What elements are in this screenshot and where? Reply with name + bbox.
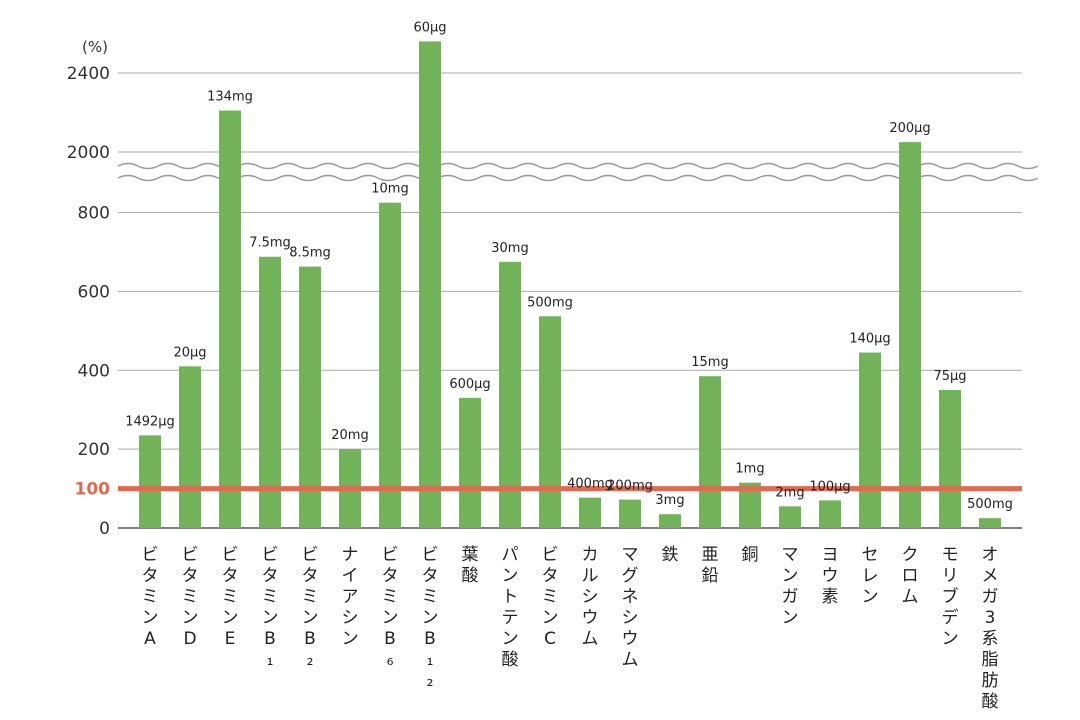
data-label: 100μg [809,479,850,494]
bar [579,497,601,528]
data-label: 2mg [775,485,804,500]
bars [139,41,1001,529]
category-label: ビタミン D [182,545,199,649]
bar [619,499,641,528]
data-label: 60μg [413,20,446,35]
y-tick-label: 0 [99,519,110,539]
data-label: 200μg [889,121,930,136]
bar [979,518,1001,528]
category-label: 葉酸 [462,545,479,586]
bar [779,506,801,528]
data-label: 15mg [691,355,728,370]
reference-line-group: 100 [75,480,1022,500]
data-label: 10mg [371,182,408,197]
axis-break-mark [117,162,1039,182]
category-label: クロム [902,545,919,607]
bar [699,376,721,528]
category-label: ビタミン B ₆ [382,545,399,670]
data-label: 400mg [567,477,613,492]
category-label: カルシウム [582,545,599,649]
category-label: ビタミン B ₂ [302,545,319,670]
y-tick-label: 600 [78,282,110,302]
category-label: 鉄 [662,545,679,565]
data-label: 200mg [607,479,653,494]
bar [499,261,521,528]
break-wave-top [117,162,1039,170]
category-label: ナイアシン [342,545,359,649]
bar [179,366,201,528]
bar [379,202,401,528]
data-label: 1mg [735,462,764,477]
category-label: ビタミン C [542,545,559,649]
bar [819,500,841,528]
y-tick-label: 2400 [67,64,110,84]
category-labels: ビタミン A ビタミン D ビタミン E ビタミン B ₁ ビタミン B ₂ ナイアシン ビタミン B ₆ ビタ… [142,545,999,712]
data-label: 600μg [449,377,490,392]
data-label: 500mg [527,295,573,310]
bar [219,110,241,529]
data-label: 1492μg [125,414,175,429]
category-label: 銅 [742,545,759,565]
bar [859,352,881,528]
data-label: 140μg [849,332,890,347]
category-label: マグネシウム [622,545,639,670]
category-label: モリブデン [942,545,959,649]
data-label: 7.5mg [249,236,291,251]
bar [259,256,281,528]
data-label: 30mg [491,241,528,256]
data-label: 500mg [967,497,1013,512]
category-label: 亜鉛 [702,545,719,586]
bar [739,482,761,528]
data-label: 20μg [173,345,206,360]
category-label: マンガン [782,545,799,628]
reference-line-label: 100 [75,480,111,500]
category-label: セレン [862,545,879,607]
bar [939,389,961,528]
y-axis-unit: (%) [82,38,108,56]
data-label: 8.5mg [289,246,331,261]
y-tick-label: 200 [78,440,110,460]
bar [899,142,921,528]
category-label: ビタミン B ₁ [262,545,279,670]
category-label: ビタミン A [142,545,159,649]
data-label: 20mg [331,428,368,443]
bar [459,397,481,528]
category-label: ビタミン E [222,545,239,649]
bar [539,316,561,528]
category-label: ヨウ素 [822,545,839,607]
bar [659,514,681,528]
category-label: オメガ 3 系脂肪酸 [982,545,999,712]
category-label: パントテン酸 [502,545,519,670]
y-tick-label: 800 [78,204,110,224]
y-tick-label: 400 [78,361,110,381]
y-tick-labels: 0 200 400 600 800 2000 2400 [67,64,110,539]
data-label: 75μg [933,369,966,384]
category-label: ビタミン B ₁ ₂ [422,545,439,691]
bar [299,266,321,528]
data-label: 3mg [655,493,684,508]
y-tick-label: 2000 [67,143,110,163]
data-label: 134mg [207,90,253,105]
bar [139,435,161,528]
bar [419,41,441,529]
break-wave-bottom [117,174,1039,182]
